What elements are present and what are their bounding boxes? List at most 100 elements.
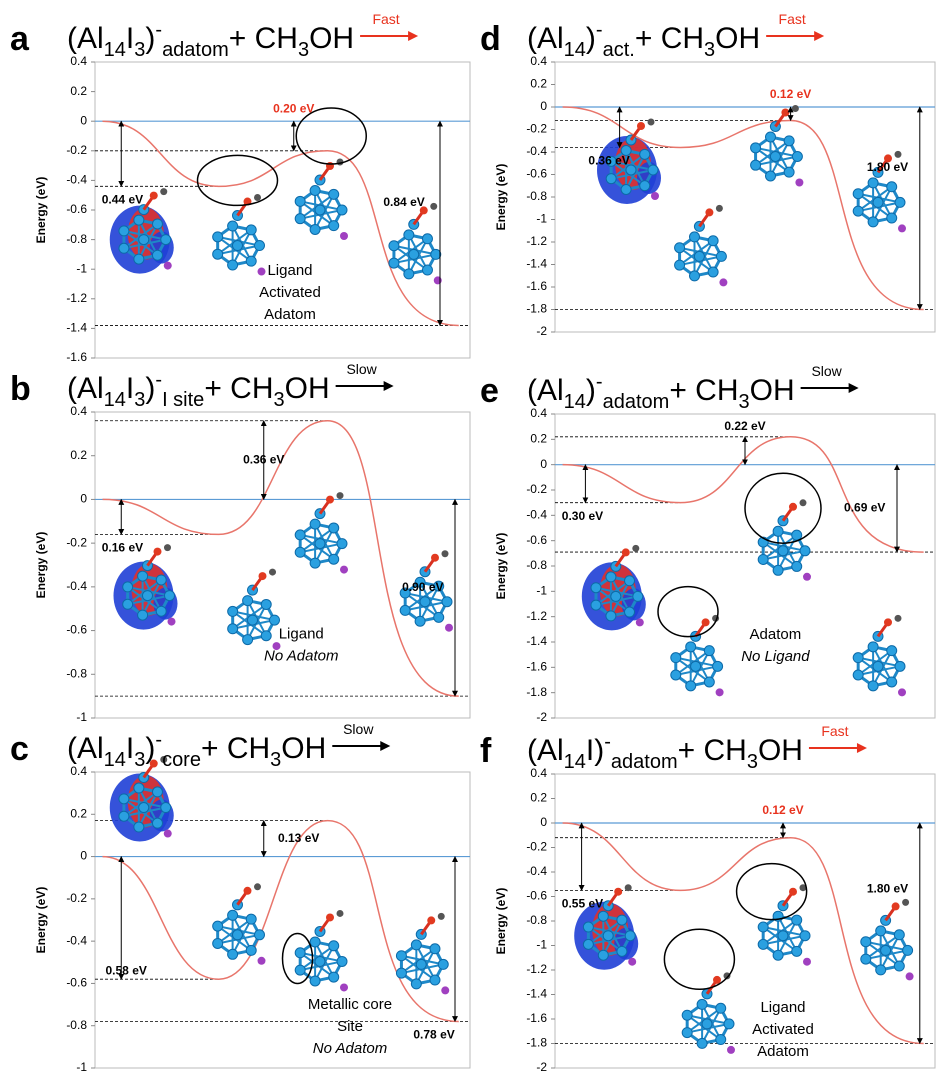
atom bbox=[415, 616, 425, 626]
atom bbox=[270, 615, 280, 625]
title-part: (Al bbox=[527, 734, 564, 767]
y-tick-label: -1 bbox=[76, 261, 87, 275]
y-tick-label: -1.4 bbox=[526, 257, 547, 271]
title-part: OH bbox=[309, 22, 354, 55]
atom bbox=[598, 911, 608, 921]
y-tick-label: 0.2 bbox=[70, 806, 87, 820]
title-part: (Al bbox=[67, 732, 104, 765]
y-tick-label: -1 bbox=[536, 212, 547, 226]
title-part: 3 bbox=[134, 749, 145, 771]
atom bbox=[625, 931, 635, 941]
y-tick-label: 0.2 bbox=[530, 791, 547, 805]
title-part: OH bbox=[285, 372, 330, 405]
y-tick-label: 0.4 bbox=[70, 404, 87, 418]
y-tick-label: -0.6 bbox=[526, 167, 547, 181]
atom bbox=[233, 930, 243, 940]
site-note: No Ligand bbox=[741, 648, 810, 665]
y-tick-label: -1.2 bbox=[526, 234, 547, 248]
atom bbox=[682, 1010, 692, 1020]
gap-label: 0.12 eV bbox=[762, 803, 803, 817]
site-note: Metallic core bbox=[308, 996, 392, 1013]
y-tick-label: -1.8 bbox=[526, 302, 547, 316]
atom bbox=[445, 624, 453, 632]
y-tick-label: 0 bbox=[540, 815, 547, 829]
rate-label: Slow bbox=[343, 721, 374, 737]
gap-label: 0.12 eV bbox=[770, 87, 811, 101]
atom bbox=[326, 913, 334, 921]
atom bbox=[254, 883, 261, 890]
atom bbox=[164, 830, 172, 838]
atom bbox=[892, 902, 900, 910]
atom bbox=[621, 184, 631, 194]
atom bbox=[686, 642, 696, 652]
y-tick-label: -0.4 bbox=[66, 173, 87, 187]
title-part: 3 bbox=[704, 39, 715, 61]
title-part: OH bbox=[758, 734, 803, 767]
atom bbox=[340, 983, 348, 991]
title-part: I site bbox=[162, 389, 204, 411]
atom bbox=[716, 205, 723, 212]
atom bbox=[295, 948, 305, 958]
atom bbox=[243, 596, 253, 606]
atom bbox=[651, 192, 659, 200]
atom bbox=[617, 946, 627, 956]
y-tick-label: 0.4 bbox=[70, 54, 87, 68]
y-tick-label: -0.6 bbox=[526, 533, 547, 547]
title-part: ) bbox=[586, 22, 596, 55]
site-note: Activated bbox=[752, 1021, 814, 1038]
y-tick-label: -0.8 bbox=[66, 232, 87, 246]
atom bbox=[792, 915, 802, 925]
atom bbox=[853, 189, 863, 199]
atom bbox=[233, 241, 243, 251]
atom bbox=[434, 612, 444, 622]
atom bbox=[713, 976, 721, 984]
atom bbox=[868, 178, 878, 188]
atom bbox=[152, 818, 162, 828]
title-part: I) bbox=[586, 734, 604, 767]
atom bbox=[789, 503, 797, 511]
y-tick-label: -1.2 bbox=[66, 291, 87, 305]
site-note: No Adatom bbox=[264, 647, 338, 664]
atom bbox=[770, 152, 780, 162]
y-tick-label: -1 bbox=[536, 938, 547, 952]
atom bbox=[396, 968, 406, 978]
title-part: adatom bbox=[603, 391, 670, 413]
atom bbox=[876, 965, 886, 975]
molecule bbox=[213, 194, 266, 275]
atom bbox=[640, 181, 650, 191]
atom bbox=[636, 618, 644, 626]
atom bbox=[329, 554, 339, 564]
atom bbox=[326, 496, 334, 504]
title-part: OH bbox=[715, 22, 760, 55]
atom bbox=[261, 599, 271, 609]
atom bbox=[648, 165, 658, 175]
atom bbox=[766, 171, 776, 181]
atom bbox=[409, 249, 419, 259]
title-part: - bbox=[155, 729, 162, 751]
y-tick-label: -0.2 bbox=[526, 482, 547, 496]
title-part: 3 bbox=[134, 39, 145, 61]
molecule bbox=[861, 899, 914, 981]
atom bbox=[255, 241, 265, 251]
rate-label: Fast bbox=[779, 11, 806, 27]
atom bbox=[792, 530, 802, 540]
title-part: - bbox=[596, 19, 603, 41]
atom bbox=[134, 783, 144, 793]
atom bbox=[625, 576, 635, 586]
atom bbox=[758, 554, 768, 564]
rate-label: Slow bbox=[811, 363, 842, 379]
atom bbox=[340, 232, 348, 240]
atom bbox=[648, 119, 655, 126]
atom bbox=[422, 234, 432, 244]
atom bbox=[404, 269, 414, 279]
title-part: 14 bbox=[104, 749, 126, 771]
y-tick-label: 0.2 bbox=[70, 448, 87, 462]
atom bbox=[716, 1035, 726, 1045]
atom bbox=[598, 950, 608, 960]
title-part: ) bbox=[586, 374, 596, 407]
site-note: Adatom bbox=[750, 626, 802, 643]
atom bbox=[792, 105, 799, 112]
atom bbox=[792, 152, 802, 162]
gap-label: 0.55 eV bbox=[562, 897, 603, 911]
atom bbox=[258, 957, 266, 965]
